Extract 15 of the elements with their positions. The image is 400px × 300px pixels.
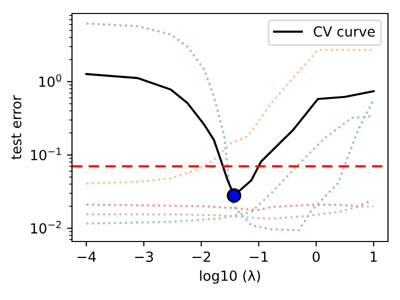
x-tick-label: 1 <box>370 252 377 262</box>
y-axis-title: test error <box>11 95 22 160</box>
x-tick-label: 0 <box>312 251 320 262</box>
x-tick-label: −1 <box>250 252 268 262</box>
x-tick-label: −2 <box>192 251 210 262</box>
y-tick-label: 10$^{−1}$ <box>31 148 61 160</box>
y-tick-label: 10$^{0}$ <box>39 74 62 88</box>
x-axis-title: log10 (λ) <box>200 270 260 284</box>
x-tick-label: −3 <box>135 251 153 262</box>
y-tick-label: 10$^{−2}$ <box>31 220 61 234</box>
line-series <box>85 205 375 220</box>
line-series <box>85 22 375 232</box>
x-tick-label: −4 <box>78 252 96 262</box>
legend-label: CV curve <box>314 26 375 37</box>
line-series <box>85 199 373 212</box>
